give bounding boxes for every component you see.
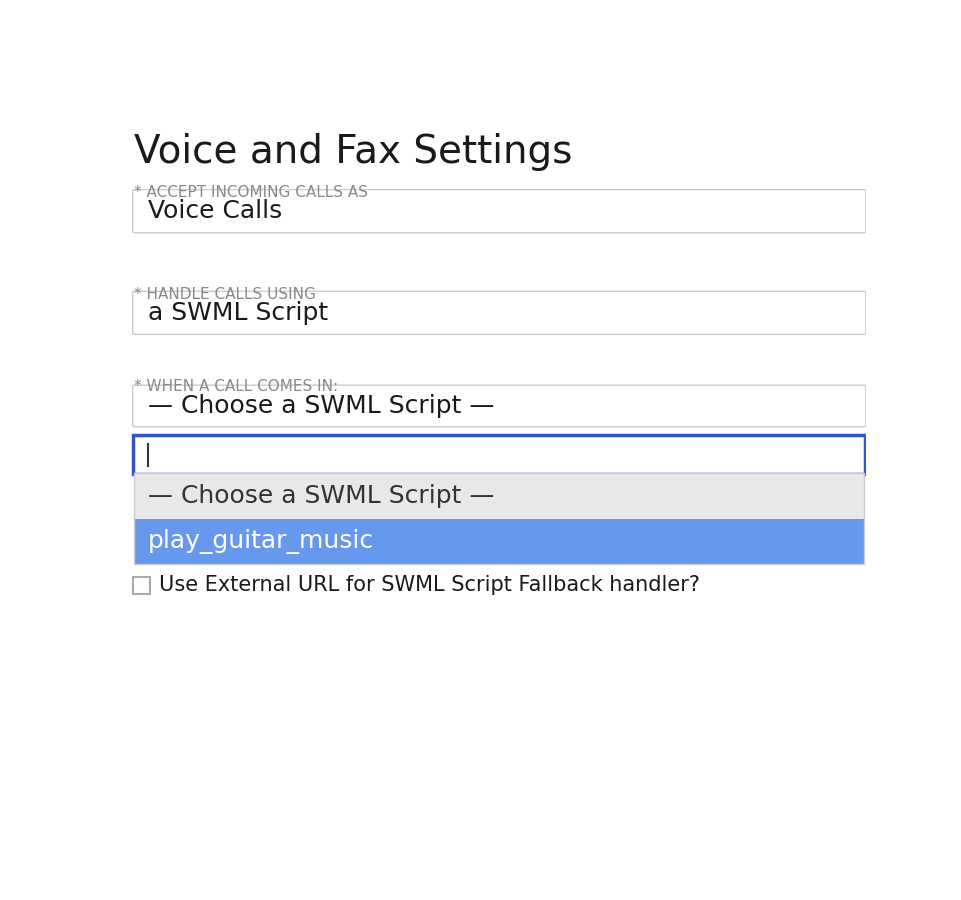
FancyBboxPatch shape — [133, 385, 865, 427]
Bar — [135, 519, 863, 563]
Text: play_guitar_music: play_guitar_music — [148, 529, 374, 554]
Text: — Choose a SWML Script —: — Choose a SWML Script — — [148, 394, 494, 418]
Text: Voice Calls: Voice Calls — [148, 199, 283, 223]
Text: Use External URL for SWML Script Fallback handler?: Use External URL for SWML Script Fallbac… — [159, 575, 700, 596]
Text: — Choose a SWML Script —: — Choose a SWML Script — — [148, 484, 494, 508]
Bar — [135, 473, 863, 563]
FancyBboxPatch shape — [133, 292, 865, 335]
FancyBboxPatch shape — [134, 436, 864, 473]
Text: a SWML Script: a SWML Script — [148, 301, 328, 325]
Text: * HANDLE CALLS USING: * HANDLE CALLS USING — [135, 286, 316, 302]
FancyBboxPatch shape — [133, 190, 865, 233]
Bar — [135, 473, 863, 563]
Bar — [135, 473, 863, 519]
Text: Voice and Fax Settings: Voice and Fax Settings — [135, 132, 572, 171]
Text: * ACCEPT INCOMING CALLS AS: * ACCEPT INCOMING CALLS AS — [135, 185, 368, 200]
Text: * WHEN A CALL COMES IN:: * WHEN A CALL COMES IN: — [135, 379, 338, 394]
FancyBboxPatch shape — [134, 577, 150, 594]
